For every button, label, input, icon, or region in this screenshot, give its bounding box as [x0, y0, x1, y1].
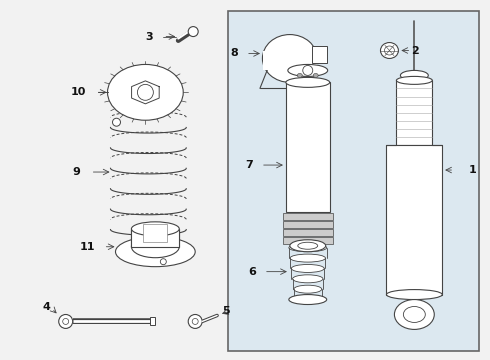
Ellipse shape — [131, 236, 179, 258]
Ellipse shape — [289, 244, 327, 252]
Text: 5: 5 — [222, 306, 230, 316]
Bar — [312, 45, 327, 63]
Ellipse shape — [116, 237, 195, 267]
Bar — [396, 80, 432, 145]
Text: 6: 6 — [248, 267, 256, 276]
Ellipse shape — [394, 300, 434, 329]
Ellipse shape — [403, 306, 425, 323]
Bar — [150, 318, 155, 325]
Bar — [144, 224, 167, 242]
Bar — [283, 229, 333, 236]
Bar — [283, 237, 333, 244]
Ellipse shape — [294, 285, 322, 293]
Circle shape — [63, 319, 69, 324]
Bar — [387, 145, 442, 294]
Bar — [228, 11, 479, 351]
Ellipse shape — [313, 73, 318, 77]
Ellipse shape — [298, 242, 318, 249]
Circle shape — [303, 66, 313, 75]
Text: 11: 11 — [80, 242, 96, 252]
Ellipse shape — [293, 275, 323, 283]
Bar — [286, 82, 330, 212]
Ellipse shape — [289, 294, 327, 305]
Circle shape — [192, 319, 198, 324]
Ellipse shape — [297, 73, 302, 77]
Ellipse shape — [131, 222, 179, 236]
Ellipse shape — [385, 46, 394, 55]
Bar — [283, 221, 333, 228]
Ellipse shape — [288, 64, 328, 76]
Ellipse shape — [380, 42, 398, 58]
Circle shape — [188, 315, 202, 328]
Bar — [263, 50, 317, 71]
Text: 4: 4 — [43, 302, 51, 311]
Ellipse shape — [396, 76, 432, 84]
Text: 2: 2 — [412, 45, 419, 55]
Text: 9: 9 — [73, 167, 81, 177]
Circle shape — [113, 118, 121, 126]
Ellipse shape — [387, 289, 442, 300]
Ellipse shape — [400, 71, 428, 80]
Text: 1: 1 — [469, 165, 477, 175]
Circle shape — [160, 259, 166, 265]
Text: 3: 3 — [146, 32, 153, 41]
Circle shape — [137, 84, 153, 100]
Ellipse shape — [290, 254, 325, 262]
Bar — [131, 229, 179, 247]
Text: 10: 10 — [70, 87, 86, 97]
Ellipse shape — [107, 64, 183, 120]
Bar — [283, 213, 333, 220]
Ellipse shape — [263, 35, 317, 82]
Circle shape — [59, 315, 73, 328]
Ellipse shape — [286, 77, 330, 87]
Circle shape — [188, 27, 198, 37]
Text: 7: 7 — [245, 160, 253, 170]
Ellipse shape — [290, 240, 326, 252]
Ellipse shape — [292, 265, 324, 273]
Text: 8: 8 — [230, 49, 238, 58]
